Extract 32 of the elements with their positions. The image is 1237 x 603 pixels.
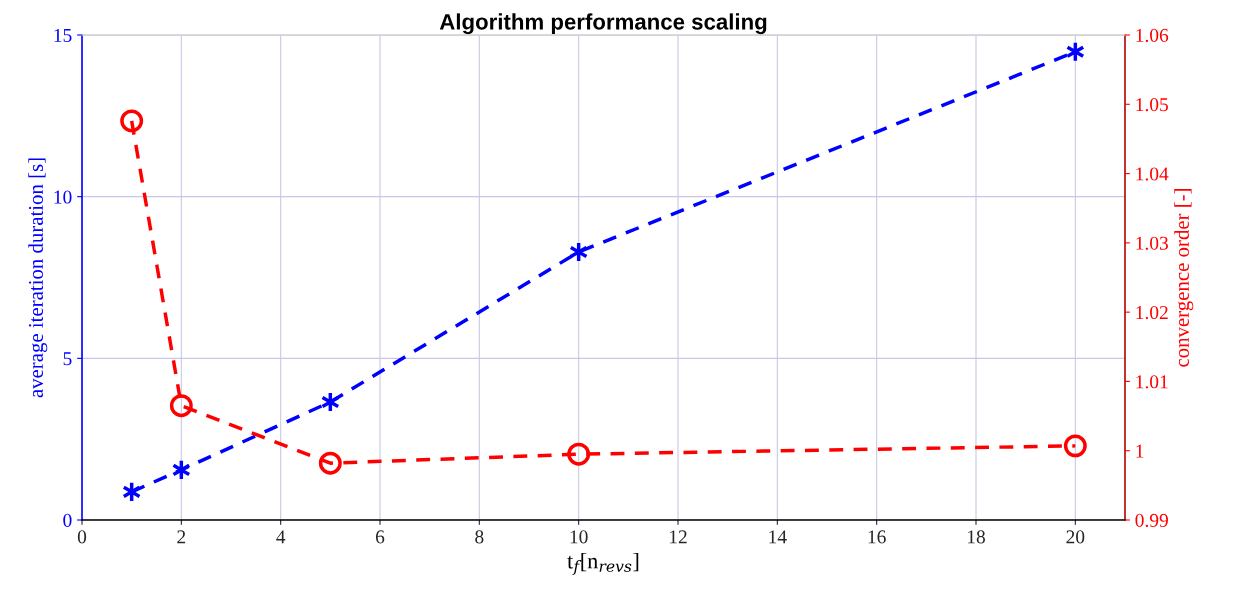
x-tick-label: 2 — [177, 530, 186, 544]
y2-tick-label: 1.01 — [1136, 375, 1168, 389]
y2-tick-label: 1.06 — [1136, 28, 1169, 43]
y-tick-label: 15 — [54, 28, 72, 42]
y2-tick-label: 0.99 — [1135, 513, 1168, 528]
point — [567, 442, 591, 466]
x-tick-label: 6 — [375, 530, 385, 544]
x-tick-label: 14 — [769, 530, 787, 544]
point — [318, 451, 342, 475]
x-tick-label: 20 — [1066, 530, 1085, 544]
x-axis-title: t$_{f}$[n$_{revs}$] — [567, 552, 639, 576]
x-tick-label: 16 — [868, 530, 886, 544]
x-tick-label: 0 — [77, 530, 87, 544]
y2-axis-title: convergence order [-] — [1174, 189, 1194, 367]
chart-title: Algorithm performance scaling — [439, 13, 767, 35]
y-axis-title: average iteration duration [s] — [28, 158, 48, 398]
point — [120, 109, 144, 133]
y2-tick-label: 1.03 — [1136, 236, 1168, 250]
x-tick-label: 4 — [276, 530, 286, 544]
y2-tick-label: 1.02 — [1136, 305, 1168, 320]
point — [1063, 434, 1087, 458]
y2-tick-label: 1.04 — [1136, 167, 1169, 181]
x-tick-label: 10 — [570, 530, 588, 544]
y2-tick-label: 1 — [1136, 444, 1144, 458]
x-tick-label: 8 — [475, 530, 484, 544]
y-tick-label: 5 — [63, 352, 72, 366]
x-tick-label: 18 — [967, 530, 985, 544]
y-tick-label: 0 — [63, 513, 72, 527]
point — [169, 394, 193, 418]
x-tick-label: 12 — [669, 530, 687, 544]
y-tick-label: 10 — [54, 190, 72, 204]
y2-tick-label: 1.05 — [1136, 98, 1168, 112]
